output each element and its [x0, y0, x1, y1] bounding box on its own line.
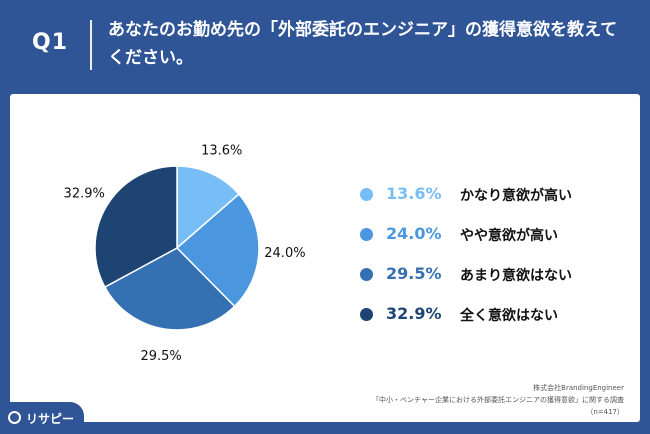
header-bar: Q1 あなたのお勤め先の「外部委託のエンジニア」の獲得意欲を教えてください。	[0, 0, 650, 84]
question-number: Q1	[32, 30, 69, 55]
legend-dot-icon	[360, 268, 373, 281]
pie-slice	[103, 247, 236, 331]
pie-slice	[175, 193, 260, 308]
pie-chart: 13.6% 24.0% 29.5% 32.9%	[64, 144, 306, 364]
source-survey: 「中小・ベンチャー企業における外部委託エンジニアの獲得意欲」に関する調査	[372, 396, 624, 404]
legend-label: やや意欲が高い	[460, 228, 558, 244]
source-company: 株式会社BrandingEngineer	[533, 384, 624, 392]
legend-dot-icon	[360, 308, 373, 321]
logo-text: リサピー	[26, 412, 75, 426]
logo-pin-icon	[8, 411, 21, 424]
pie-slice	[94, 165, 178, 289]
header-divider	[90, 20, 92, 70]
legend-percent: 29.5%	[386, 264, 442, 283]
legend-dot-icon	[360, 188, 373, 201]
question-title: あなたのお勤め先の「外部委託のエンジニア」の獲得意欲を教えてください。	[108, 20, 618, 68]
pie-data-label: 13.6%	[201, 144, 242, 159]
source-sample-size: （n=417）	[586, 408, 624, 416]
legend-percent: 24.0%	[386, 224, 442, 243]
legend-label: 全く意欲はない	[460, 308, 558, 324]
legend-percent: 13.6%	[386, 184, 442, 203]
pie-data-label: 32.9%	[64, 187, 105, 202]
pie-data-label: 29.5%	[140, 349, 181, 364]
legend-label: かなり意欲が高い	[460, 188, 572, 204]
legend-percent: 32.9%	[386, 304, 442, 323]
legend-dot-icon	[360, 228, 373, 241]
source-note: 株式会社BrandingEngineer 「中小・ベンチャー企業における外部委託…	[372, 382, 624, 418]
brand-logo: リサピー	[0, 402, 84, 434]
pie-data-label: 24.0%	[264, 246, 305, 261]
pie-slice	[176, 165, 240, 250]
chart-panel: 13.6% 24.0% 29.5% 32.9% 13.6% かなり意欲が高い 24.0% や…	[10, 94, 640, 422]
legend-label: あまり意欲はない	[460, 268, 572, 284]
